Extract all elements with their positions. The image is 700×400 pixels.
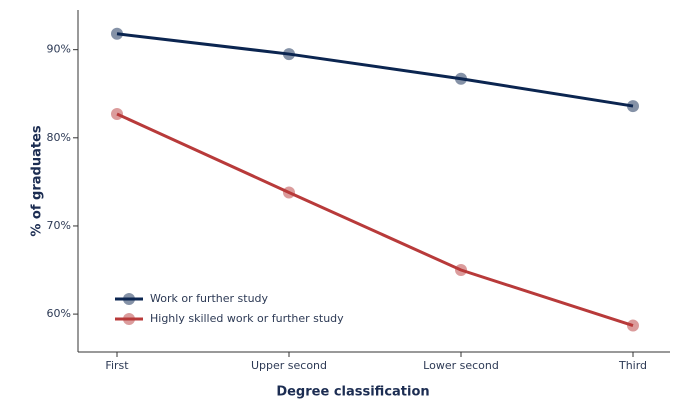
legend-marker: [123, 313, 135, 325]
series-line: [116, 112, 634, 327]
y-tick-label: 70%: [47, 219, 71, 232]
y-tick-label: 90%: [47, 43, 71, 56]
x-tick-label: Lower second: [423, 359, 499, 372]
x-tick-label: Third: [618, 359, 647, 372]
point: [111, 108, 123, 121]
x-tick-label: Upper second: [251, 359, 327, 372]
y-tick-label: 80%: [47, 131, 71, 144]
point: [111, 27, 123, 40]
x-axis-title: Degree classification: [276, 385, 429, 400]
y-axis-title: % of graduates: [30, 125, 45, 237]
point: [283, 186, 295, 199]
point: [455, 264, 467, 277]
point: [283, 48, 295, 61]
y-tick-label: 60%: [47, 307, 71, 320]
point: [455, 72, 467, 85]
point: [627, 319, 639, 332]
legend-marker: [123, 293, 135, 305]
point: [627, 100, 639, 113]
x-tick-label: First: [105, 359, 129, 372]
series-line: [116, 32, 634, 108]
legend-label: Highly skilled work or further study: [150, 312, 344, 325]
legend-label: Work or further study: [150, 292, 269, 305]
